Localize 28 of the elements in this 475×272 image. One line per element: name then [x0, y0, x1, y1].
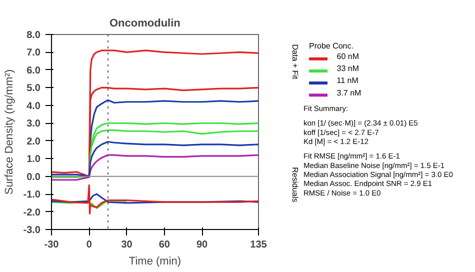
y-tick-label: 6.0 — [26, 65, 41, 76]
x-tick-label: 30 — [121, 240, 133, 250]
x-tick-label: 90 — [196, 240, 208, 250]
y-tick-label: 8.0 — [26, 30, 41, 41]
legend-label: 11 nM — [336, 76, 359, 86]
y-tick-label: -1.0 — [23, 190, 41, 201]
x-axis-title: Time (min) — [128, 256, 182, 268]
y-tick-label: -2.0 — [23, 207, 41, 218]
legend-label: 3.7 nM — [336, 88, 362, 98]
chart-title: Oncomodulin — [110, 18, 181, 30]
text: Residuals — [290, 167, 300, 202]
y-tick-label: 7.0 — [26, 48, 41, 59]
x-tick-label: 0 — [86, 240, 92, 250]
legend-label: 33 nM — [336, 64, 360, 74]
y-tick-label: 3.0 — [26, 118, 41, 130]
x-tick-label: -30 — [44, 240, 60, 250]
y-tick-label: 2.0 — [26, 136, 41, 148]
x-tick-label: 60 — [158, 240, 170, 250]
y-tick-label: 0.0 — [26, 172, 41, 183]
y-tick-label: 5.0 — [26, 83, 41, 94]
y-tick-label: 4.0 — [26, 100, 41, 112]
y-axis-title: Surface Density (ng/mm²) — [3, 69, 16, 195]
text: Data + Fit — [290, 44, 300, 80]
legend-title: Probe Conc. — [309, 42, 354, 51]
x-tick-label: 135 — [250, 240, 268, 250]
y-tick-label: 1.0 — [26, 154, 41, 166]
y-tick-label: -3.0 — [23, 225, 41, 236]
legend-label: 60 nM — [336, 52, 360, 62]
